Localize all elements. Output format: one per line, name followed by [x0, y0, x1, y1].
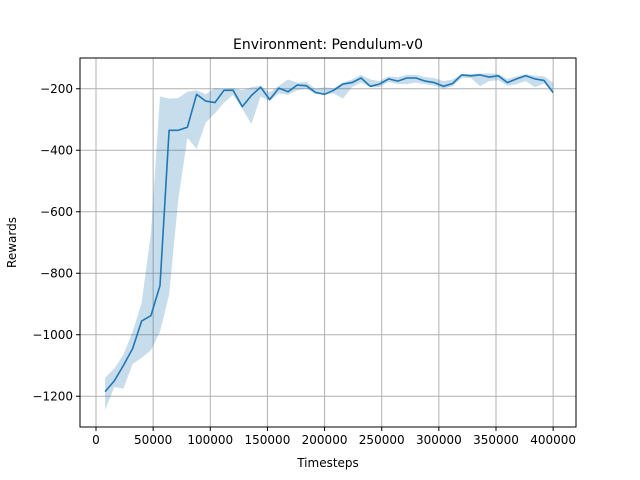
x-tick-label: 100000 [187, 433, 233, 447]
chart-title: Environment: Pendulum-v0 [233, 37, 423, 53]
y-axis-ticks: −1200 −1000 −800 −600 −400 −200 [32, 82, 80, 403]
x-axis-title: Timesteps [296, 456, 359, 470]
y-tick-label: −800 [40, 266, 73, 280]
x-tick-label: 350000 [473, 433, 519, 447]
series-line-layer [104, 74, 554, 393]
y-tick-label: −600 [40, 205, 73, 219]
x-axis-ticks: 0 50000 100000 150000 200000 250000 300000 3500… [92, 427, 576, 447]
y-tick-label: −1000 [32, 328, 73, 342]
y-tick-label: −1200 [32, 389, 73, 403]
y-tick-label: −400 [40, 143, 73, 157]
series-line [104, 74, 554, 393]
x-tick-label: 300000 [416, 433, 462, 447]
x-tick-label: 0 [92, 433, 100, 447]
x-tick-label: 200000 [302, 433, 348, 447]
plot-frame [79, 57, 577, 428]
x-tick-label: 250000 [359, 433, 405, 447]
y-axis-title: Rewards [5, 217, 19, 268]
grid-lines [80, 58, 576, 427]
x-tick-label: 50000 [134, 433, 172, 447]
x-tick-label: 400000 [530, 433, 576, 447]
x-tick-label: 150000 [245, 433, 291, 447]
y-tick-label: −200 [40, 82, 73, 96]
